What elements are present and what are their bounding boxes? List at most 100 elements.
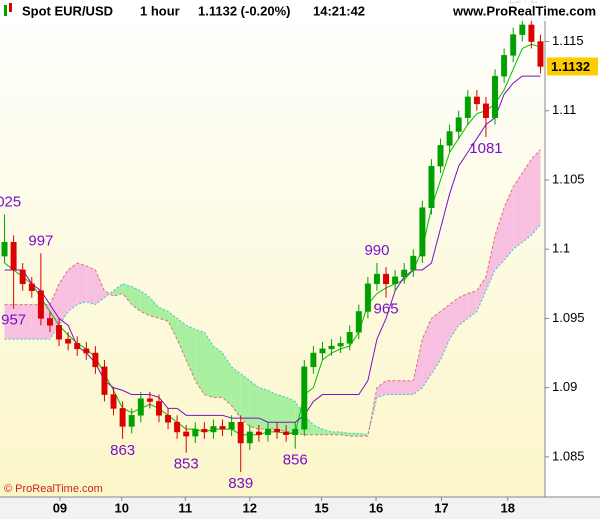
- cloud-segment: [349, 433, 359, 437]
- cloud-segment: [277, 394, 287, 432]
- cloud-segment: [495, 207, 505, 270]
- cloud-segment: [440, 304, 450, 360]
- cloud-segment: [449, 297, 459, 340]
- candle-body: [92, 352, 99, 368]
- header-bar: [0, 0, 600, 21]
- candle-body: [174, 421, 181, 433]
- cloud-span-b: [4, 149, 541, 437]
- candle-body: [519, 24, 526, 35]
- cloud-segment: [122, 283, 132, 305]
- candle-body: [155, 401, 162, 416]
- cloud-segment: [422, 318, 432, 388]
- cloud-segment: [13, 304, 23, 340]
- last-price-label: 1.1132: [551, 59, 590, 74]
- x-tick-label: 09: [53, 500, 67, 515]
- y-tick-label: 1.11: [552, 102, 576, 117]
- candle-body: [292, 428, 299, 435]
- x-tick-label: 10: [114, 500, 128, 515]
- time: 14:21:42: [313, 3, 365, 18]
- x-tick-label: 15: [314, 500, 328, 515]
- candle-body: [192, 428, 199, 437]
- cloud-segment: [485, 235, 496, 291]
- cloud-segment: [231, 366, 241, 419]
- x-tick-label: 18: [501, 500, 515, 515]
- candle-body: [410, 255, 417, 271]
- candle-body: [101, 366, 108, 395]
- candle-body: [28, 283, 35, 291]
- cloud-segment: [68, 263, 78, 312]
- candle-body: [473, 96, 480, 105]
- cloud-span-a: [4, 223, 541, 436]
- candle-body: [446, 131, 453, 146]
- cloud-segment: [431, 311, 441, 374]
- cloud-segment: [513, 173, 523, 250]
- y-tick-label: 1.09: [552, 379, 577, 394]
- x-tick-label: 16: [369, 500, 383, 515]
- cloud-segment: [267, 390, 278, 430]
- cloud-segment: [522, 159, 532, 243]
- candle-body: [10, 242, 17, 271]
- cloud-segment: [86, 265, 96, 305]
- candle-body: [37, 290, 44, 319]
- price-annotation: 1081: [469, 140, 502, 157]
- y-tick-label: 1.1: [552, 241, 570, 256]
- candle-body: [337, 343, 344, 347]
- candle-body: [482, 103, 489, 118]
- candle-body: [165, 415, 172, 423]
- cloud-segment: [177, 318, 187, 360]
- candle-body: [383, 273, 390, 285]
- candle-body: [501, 55, 508, 77]
- candle-body: [346, 332, 353, 344]
- price-annotation: 990: [364, 242, 389, 259]
- candle-body: [264, 428, 271, 435]
- candle-body: [110, 394, 117, 409]
- candle-body: [319, 348, 326, 354]
- candle-body: [83, 348, 90, 354]
- header-icon: [9, 3, 12, 12]
- candle-body: [246, 431, 253, 444]
- candle-body: [492, 75, 499, 118]
- cloud-segment: [222, 353, 232, 406]
- price-annotation: 997: [28, 232, 53, 249]
- candle-body: [537, 41, 544, 67]
- cloud-segment: [404, 380, 414, 395]
- cloud-segment: [4, 304, 14, 340]
- interval: 1 hour: [140, 3, 180, 18]
- candle-body: [392, 276, 399, 285]
- candle-body: [228, 421, 235, 430]
- cloud-segment: [186, 325, 196, 381]
- candle-body: [428, 165, 435, 208]
- candle-body: [210, 426, 217, 433]
- cloud-segment: [168, 311, 178, 340]
- candle-body: [464, 96, 471, 118]
- price-annotation: 839: [228, 475, 253, 492]
- price-annotation: 863: [110, 442, 135, 459]
- candle-body: [373, 273, 380, 285]
- candle-body: [74, 343, 81, 350]
- cloud-segment: [458, 293, 468, 326]
- cloud-segment: [240, 373, 250, 427]
- candle-body: [146, 398, 153, 402]
- candle-body: [455, 117, 462, 132]
- candle-body: [437, 145, 444, 167]
- cloud-segment: [504, 186, 514, 261]
- header-icon: [4, 5, 7, 16]
- cloud-segment: [476, 276, 486, 312]
- cloud-segment: [213, 346, 223, 398]
- candle-body: [301, 366, 308, 430]
- cloud-segment: [149, 297, 159, 319]
- candle-body: [419, 207, 426, 257]
- cloud-segment: [131, 286, 141, 312]
- candle-body: [355, 311, 362, 333]
- price-annotation: 1025: [0, 194, 21, 211]
- copyright: © ProRealTime.com: [4, 483, 103, 495]
- cloud-segment: [313, 425, 323, 435]
- candle-body: [528, 24, 535, 42]
- candle-body: [56, 325, 63, 340]
- y-tick-label: 1.115: [552, 33, 584, 48]
- price-annotation: 965: [374, 301, 399, 318]
- y-tick-label: 1.095: [552, 310, 585, 325]
- quote: 1.1132 (-0.20%): [198, 3, 291, 18]
- candle-body: [128, 415, 135, 427]
